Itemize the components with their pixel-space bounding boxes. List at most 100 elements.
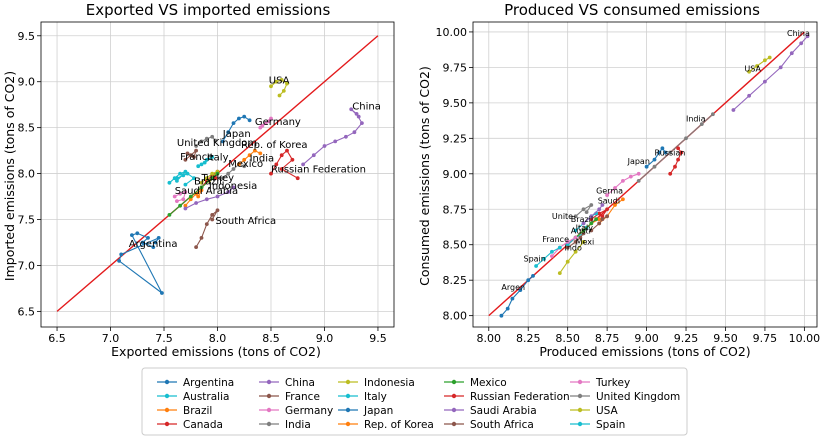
data-point: [565, 259, 570, 264]
data-point: [581, 231, 586, 236]
legend-marker: [577, 421, 583, 427]
data-point: [279, 78, 284, 82]
data-point: [311, 153, 316, 158]
data-point: [636, 171, 641, 176]
data-point: [360, 121, 364, 125]
data-point: [747, 69, 751, 74]
y-tick-label: 6.5: [18, 305, 36, 318]
legend-marker: [345, 407, 351, 413]
annotation-italy: Italy: [576, 224, 594, 233]
data-point: [269, 171, 273, 176]
legend-item-india: India: [259, 419, 311, 431]
legend-marker: [164, 393, 170, 399]
data-point: [172, 176, 177, 181]
legend-label: Argentina: [183, 377, 234, 389]
data-point: [301, 162, 305, 167]
data-point: [274, 79, 279, 84]
x-tick-label: 8.0: [209, 332, 227, 345]
annotation-france: France: [542, 235, 569, 244]
data-point: [192, 176, 196, 181]
data-point: [194, 144, 199, 148]
data-point: [589, 217, 594, 222]
legend-label: Italy: [364, 391, 387, 403]
annotation-russian: Russian: [655, 148, 686, 157]
series-italy: [196, 155, 215, 169]
data-point: [573, 235, 578, 240]
annotation-brazil: Brazil: [571, 215, 593, 224]
series-indonesia: [557, 240, 586, 275]
annotation-indo: Indo: [565, 243, 583, 252]
legend-marker: [345, 379, 351, 385]
legend-label: Spain: [596, 419, 625, 431]
legend-label: Canada: [183, 419, 223, 431]
data-point: [344, 134, 348, 139]
data-point: [668, 171, 673, 176]
data-point: [220, 176, 225, 181]
data-point: [731, 108, 736, 112]
legend-marker: [345, 393, 351, 399]
data-point: [644, 164, 649, 169]
data-point: [242, 114, 247, 119]
data-point: [151, 245, 156, 250]
legend-item-germany: Germany: [259, 405, 333, 417]
data-point: [621, 197, 625, 202]
x-tick-label: 8.75: [595, 332, 620, 345]
data-point: [188, 153, 193, 158]
series-spain: [534, 245, 562, 268]
data-point: [204, 222, 209, 227]
annotation-south-africa: South Africa: [215, 216, 276, 227]
annotation-brazil: Brazil: [194, 177, 222, 188]
legend-item-italy: Italy: [338, 391, 387, 403]
chart-produced-vs-consumed: Produced VS consumed emissions 8.00 8.25 8…: [417, 1, 820, 359]
data-point: [247, 153, 252, 158]
legend-marker: [451, 407, 457, 413]
y-axis-label: Consumed emissions (tons of CO2): [417, 66, 432, 286]
data-point: [210, 176, 215, 181]
x-tick-label: 9.75: [753, 332, 778, 345]
data-point: [589, 203, 594, 207]
data-point: [199, 180, 204, 185]
series-china: [731, 34, 810, 112]
legend-item-south-africa: South Africa: [444, 419, 534, 431]
annotation-china: China: [787, 29, 810, 38]
x-tick-label: 9.50: [713, 332, 738, 345]
annotation-china: China: [352, 101, 381, 112]
series-line: [302, 108, 363, 165]
legend-item-spain: Spain: [570, 419, 625, 431]
data-point: [202, 160, 207, 165]
series-usa: [747, 55, 772, 74]
data-point: [789, 51, 794, 56]
series-line: [559, 241, 584, 274]
x-tick-label: 7.5: [155, 332, 173, 345]
annotation-japan: Japan: [222, 129, 251, 140]
series-mexico: [167, 171, 220, 217]
data-point: [247, 118, 252, 123]
data-point: [600, 214, 605, 219]
data-point: [534, 264, 538, 268]
data-point: [178, 171, 183, 176]
data-point: [673, 164, 677, 169]
legend-label: Russian Federation: [470, 391, 570, 403]
data-point: [550, 249, 554, 254]
data-point: [589, 214, 594, 219]
data-point: [711, 112, 715, 117]
legend-item-france: France: [259, 391, 320, 403]
x-tick-label: 10.00: [789, 332, 821, 345]
series-south-africa: [194, 208, 220, 250]
annotation-united-kingdom: United Kingdom: [177, 138, 257, 149]
plot-frame: [40, 21, 395, 328]
data-point: [600, 203, 605, 207]
data-point: [605, 214, 609, 219]
series-line: [590, 208, 608, 220]
data-point: [628, 174, 633, 179]
data-point: [183, 157, 188, 162]
data-point: [226, 190, 231, 194]
data-point: [153, 240, 158, 245]
data-point: [613, 203, 617, 207]
series-rep-of-korea: [237, 148, 263, 167]
y-tick-label: 10.00: [436, 26, 468, 39]
data-point: [663, 150, 668, 155]
annotation-saudi: Saudi: [598, 197, 620, 206]
series-france: [183, 148, 199, 162]
data-point: [274, 162, 279, 167]
